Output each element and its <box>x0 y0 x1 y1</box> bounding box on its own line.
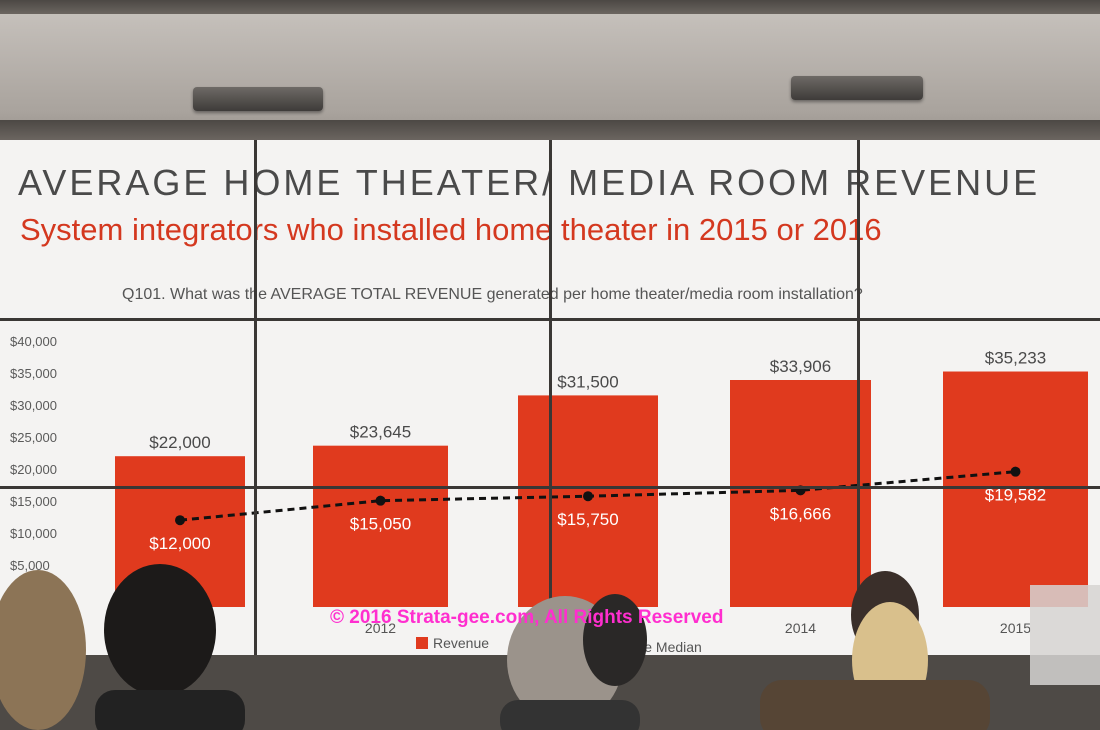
revenue-value-label: $35,233 <box>985 349 1046 368</box>
y-tick-label: $40,000 <box>10 334 57 349</box>
x-axis-label: 2012 <box>365 620 396 636</box>
panel-seam <box>0 318 1100 321</box>
y-tick-label: $20,000 <box>10 462 57 477</box>
median-point <box>375 495 386 506</box>
legend-label-revenue: Revenue <box>433 635 489 651</box>
revenue-value-label: $22,000 <box>149 433 210 452</box>
median-value-label: $19,582 <box>985 486 1046 505</box>
panel-seam <box>0 486 1100 489</box>
podium <box>1030 585 1100 685</box>
panel-seam <box>254 140 257 660</box>
revenue-bar <box>313 445 448 607</box>
y-tick-label: $30,000 <box>10 398 57 413</box>
y-tick-label: $35,000 <box>10 366 57 381</box>
copyright-watermark: © 2016 Strata-gee.com, All Rights Reserv… <box>330 607 724 628</box>
audience-head <box>0 570 86 730</box>
projector-left <box>193 87 323 111</box>
audience-shoulders <box>500 700 640 730</box>
survey-question: Q101. What was the AVERAGE TOTAL REVENUE… <box>122 286 863 303</box>
revenue-value-label: $31,500 <box>557 372 618 391</box>
audience-shoulders <box>760 680 990 730</box>
slide-title: AVERAGE HOME THEATER/ MEDIA ROOM REVENUE <box>18 162 1041 203</box>
y-tick-label: $5,000 <box>10 558 50 573</box>
revenue-value-label: $33,906 <box>770 357 831 376</box>
legend-swatch-revenue <box>416 637 428 649</box>
median-value-label: $15,050 <box>350 515 411 534</box>
audience-shoulders <box>95 690 245 730</box>
median-value-label: $12,000 <box>149 534 210 553</box>
ceiling-soffit <box>0 120 1100 140</box>
ceiling-beam <box>0 0 1100 14</box>
y-tick-label: $10,000 <box>10 526 57 541</box>
revenue-value-label: $23,645 <box>350 423 411 442</box>
median-point <box>583 491 593 502</box>
median-point <box>1010 466 1021 477</box>
projector-right <box>791 76 923 100</box>
median-point <box>175 515 185 526</box>
revenue-bar <box>943 371 1088 607</box>
median-value-label: $16,666 <box>770 504 831 523</box>
slide-subtitle: System integrators who installed home th… <box>20 212 882 247</box>
panel-seam <box>857 140 860 660</box>
y-tick-label: $25,000 <box>10 430 57 445</box>
panel-seam <box>549 140 552 660</box>
audience-head <box>583 594 647 686</box>
y-tick-label: $15,000 <box>10 494 57 509</box>
audience-head <box>104 564 216 696</box>
x-axis-label: 2014 <box>785 620 816 636</box>
x-axis-label: 2015 <box>1000 620 1031 636</box>
median-value-label: $15,750 <box>557 510 618 529</box>
